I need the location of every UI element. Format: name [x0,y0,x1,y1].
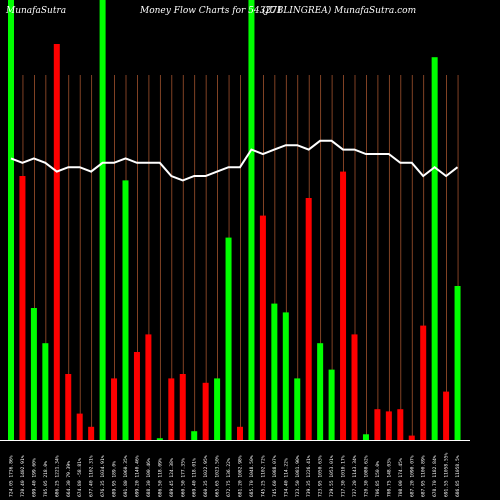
bar [328,369,335,440]
bar [397,409,404,440]
bar [42,343,49,440]
tick-label: 688.30 100.46% [146,458,152,497]
tick-label: 691.80 1060.35% [123,455,129,497]
tick-label: 689.45 124.38% [169,458,175,497]
tick-label: 686.50 118.09% [157,458,163,497]
bar [248,0,255,440]
tick-label: 672.75 136.22% [226,458,232,497]
bar [145,334,152,440]
chart-title: Money Flow Charts for 543271 [140,6,283,16]
tick-label: 660.50 177.35% [180,458,186,497]
tick-label: 686.25 1221.34% [54,455,60,497]
bar [202,382,209,440]
tick-label: 686.85 11058.5% [455,455,461,497]
bar [19,176,26,440]
bar [454,286,461,440]
tick-label: 745.25 1102.72% [260,455,266,497]
tick-label: 723.95 1050.63% [318,455,324,497]
tick-label: 665.65 1023.50% [215,455,221,497]
tick-label: 678.70 1182.84% [432,455,438,497]
bar [420,325,427,440]
tick-label: 706.85 150.0% [375,461,381,497]
tick-label: 660.35 1022.95% [203,455,209,497]
bar [443,391,450,440]
tick-label: 677.40 1102.31% [89,455,95,497]
bar [214,378,221,440]
tick-label: 699.20 1140.46% [134,455,140,497]
bar [76,413,83,440]
tick-label: 699.40 199.60% [31,458,37,497]
bar [317,343,324,440]
tick-label: 687.20 1090.07% [409,455,415,497]
tick-label: 717.30 1010.17% [341,455,347,497]
bar [385,411,392,440]
tick-label: 745.60 1088.07% [272,455,278,497]
bar [305,198,312,440]
bar [259,215,266,440]
bar [374,409,381,440]
tick-label: 674.80 -58.81% [77,458,83,497]
price-line [10,139,459,182]
bar [53,44,60,440]
tick-label: 720.30 1080.62% [363,455,369,497]
tick-label: 691.55 11058.55% [444,453,450,497]
stock-label: (JUBLINGREA) MunafaSutra.com [262,6,417,16]
tick-label: 737.20 1143.34% [352,455,358,497]
bar [294,378,301,440]
tick-label: 705.05 218.0% [43,461,49,497]
bar [133,352,140,440]
tick-label: 734.40 114.22% [283,458,289,497]
bar [65,374,72,440]
bar [156,438,163,440]
bar [191,431,198,440]
bar [431,57,438,440]
tick-label: 687.95 1100.89% [421,455,427,497]
bar [351,334,358,440]
bar [237,426,243,440]
bar [179,374,186,440]
tick-label: 676.35 1034.91% [100,455,106,497]
tick-label: 729.55 1053.01% [329,455,335,497]
tick-label: 681.20 1082.98% [238,455,244,497]
bar [30,308,37,440]
tick-label: 664.30 79.39% [66,461,72,497]
bar [8,0,14,440]
tick-label: 708.75 148.03% [386,458,392,497]
bar [408,435,415,440]
tick-label: 685.70 1048.50% [249,455,255,497]
bar [225,237,232,440]
bar [111,378,118,440]
bar [362,434,369,440]
tick-label: 724.05 1736.86% [9,455,15,497]
bar [88,426,95,440]
bar [99,0,106,440]
tick-label: 720.40 1402.91% [20,455,26,497]
tick-label: 669.40 118.01% [192,458,198,497]
brand-label: MunafaSutra [6,6,67,16]
bar [122,180,129,440]
tick-label: 723.50 1081.90% [295,455,301,497]
bar [282,312,289,440]
tick-label: 689.95 189.0% [112,461,118,497]
bar [271,303,278,440]
tick-label: 739.35 1226.41% [306,455,312,497]
tick-label: 708.00 174.45% [398,458,404,497]
bar [168,378,175,440]
bar [340,171,347,440]
